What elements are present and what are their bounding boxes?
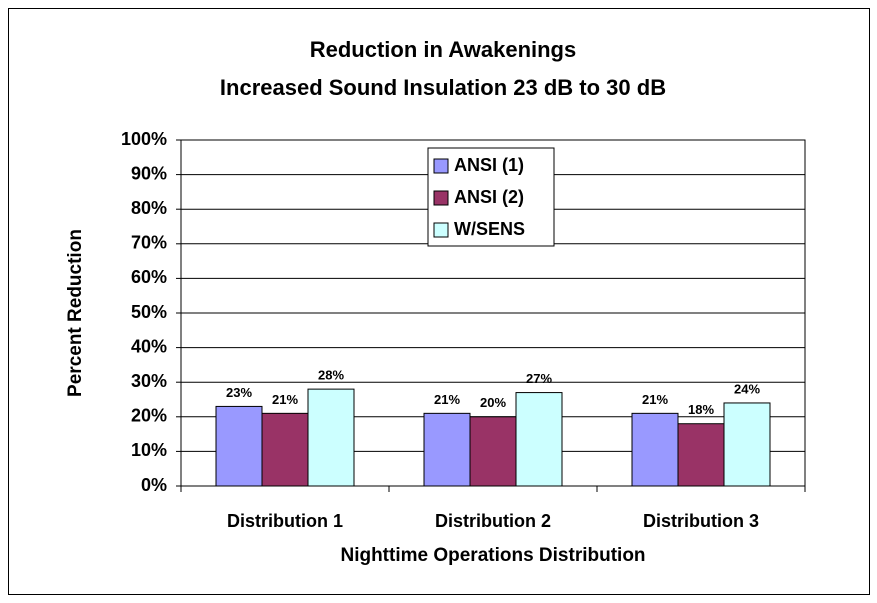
value-label: 20% bbox=[480, 395, 506, 410]
y-tick-label: 100% bbox=[121, 129, 167, 149]
chart-title: Reduction in Awakenings bbox=[310, 37, 576, 62]
y-tick-label: 20% bbox=[131, 406, 167, 426]
bar bbox=[631, 412, 679, 487]
chart-subtitle: Increased Sound Insulation 23 dB to 30 d… bbox=[220, 75, 666, 100]
legend-label: ANSI (1) bbox=[454, 155, 524, 175]
bar bbox=[215, 405, 263, 487]
legend-label: W/SENS bbox=[454, 219, 525, 239]
bar bbox=[469, 416, 517, 487]
y-tick-label: 0% bbox=[141, 475, 167, 495]
x-tick-label: Distribution 1 bbox=[227, 511, 343, 531]
x-axis-title: Nighttime Operations Distribution bbox=[340, 545, 645, 566]
bar bbox=[307, 388, 355, 487]
x-tick-label: Distribution 2 bbox=[435, 511, 551, 531]
legend-swatch bbox=[433, 190, 449, 206]
legend-label: ANSI (2) bbox=[454, 187, 524, 207]
y-tick-label: 40% bbox=[131, 336, 167, 356]
value-label: 24% bbox=[734, 381, 760, 396]
legend-swatch bbox=[433, 222, 449, 238]
value-label: 21% bbox=[434, 392, 460, 407]
y-tick-label: 80% bbox=[131, 198, 167, 218]
bar bbox=[723, 402, 771, 487]
y-tick-label: 90% bbox=[131, 163, 167, 183]
value-label: 18% bbox=[688, 402, 714, 417]
bar bbox=[677, 423, 725, 487]
legend-box bbox=[427, 147, 555, 247]
value-label: 27% bbox=[526, 371, 552, 386]
y-axis-title: Percent Reduction bbox=[65, 229, 86, 397]
y-tick-label: 60% bbox=[131, 267, 167, 287]
y-tick-label: 30% bbox=[131, 371, 167, 391]
y-tick-label: 50% bbox=[131, 302, 167, 322]
value-label: 21% bbox=[642, 392, 668, 407]
value-label: 21% bbox=[272, 392, 298, 407]
bar bbox=[261, 412, 309, 487]
value-label: 23% bbox=[226, 385, 252, 400]
y-tick-label: 10% bbox=[131, 440, 167, 460]
bar bbox=[515, 392, 563, 487]
legend-swatch bbox=[433, 158, 449, 174]
y-tick-label: 70% bbox=[131, 233, 167, 253]
bar bbox=[423, 412, 471, 487]
value-label: 28% bbox=[318, 368, 344, 383]
x-tick-label: Distribution 3 bbox=[643, 511, 759, 531]
